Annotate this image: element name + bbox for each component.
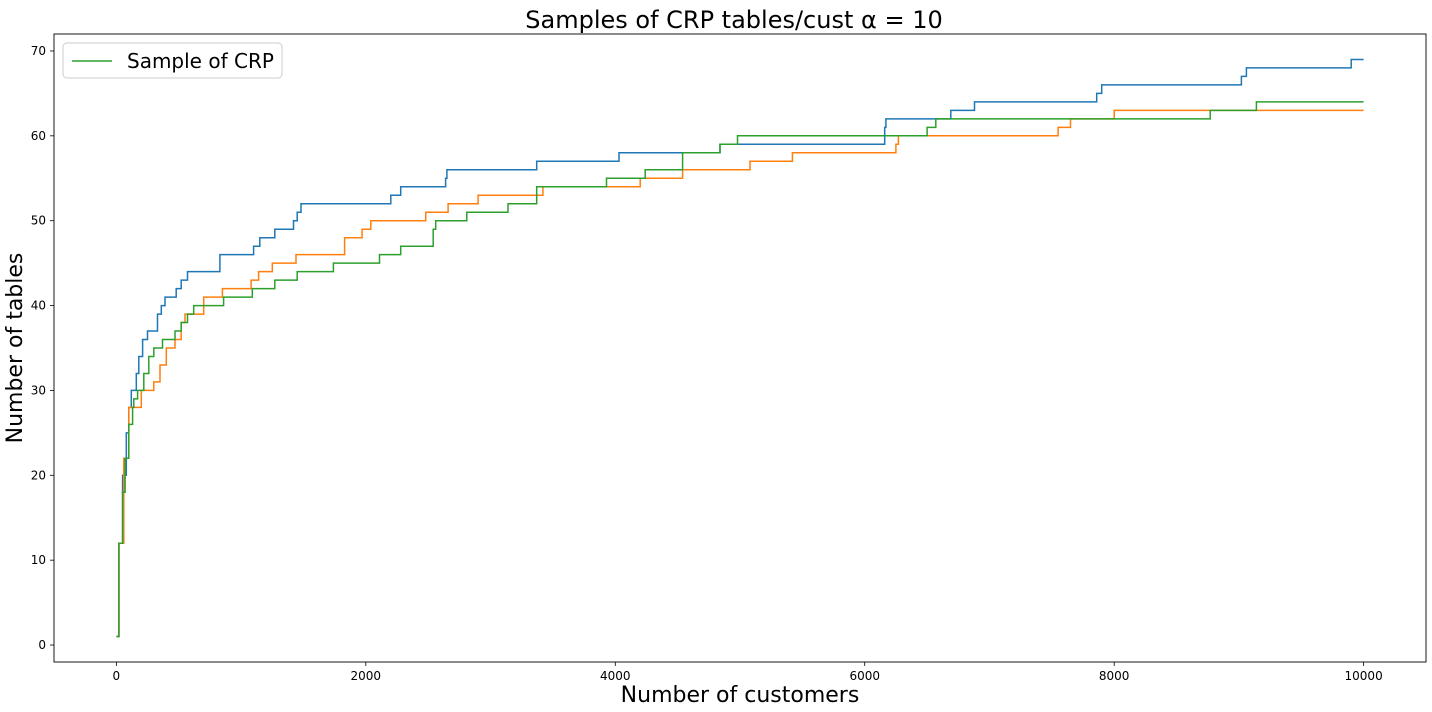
y-tick-label: 40 xyxy=(31,299,46,313)
y-tick-label: 50 xyxy=(31,214,46,228)
x-axis-title: Number of customers xyxy=(621,683,860,708)
y-tick-label: 60 xyxy=(31,129,46,143)
x-tick-label: 10000 xyxy=(1345,669,1383,683)
x-axis-ticks: 0 2000 4000 6000 8000 10000 xyxy=(113,662,1383,683)
y-tick-label: 10 xyxy=(31,553,46,567)
legend: Sample of CRP xyxy=(62,42,283,79)
series-lines xyxy=(116,58,1364,638)
legend-box xyxy=(62,42,283,79)
y-tick-label: 70 xyxy=(31,44,46,58)
x-tick-label: 8000 xyxy=(1099,669,1130,683)
x-tick-label: 0 xyxy=(113,669,121,683)
plot-frame xyxy=(53,33,1427,663)
x-tick-label: 4000 xyxy=(600,669,631,683)
y-tick-label: 20 xyxy=(31,468,46,482)
x-tick-label: 6000 xyxy=(849,669,880,683)
series-line-3 xyxy=(116,101,1364,638)
y-axis-ticks: 0 10 20 30 40 50 60 70 xyxy=(31,44,54,652)
chart-title: Samples of CRP tables/cust α = 10 xyxy=(525,6,942,34)
y-tick-label: 30 xyxy=(31,383,46,397)
y-tick-label: 0 xyxy=(38,638,46,652)
x-tick-label: 2000 xyxy=(351,669,382,683)
y-axis-title: Number of tables xyxy=(3,253,28,444)
series-line-1 xyxy=(116,58,1364,638)
series-line-2 xyxy=(116,109,1364,638)
legend-label: Sample of CRP xyxy=(127,49,274,73)
